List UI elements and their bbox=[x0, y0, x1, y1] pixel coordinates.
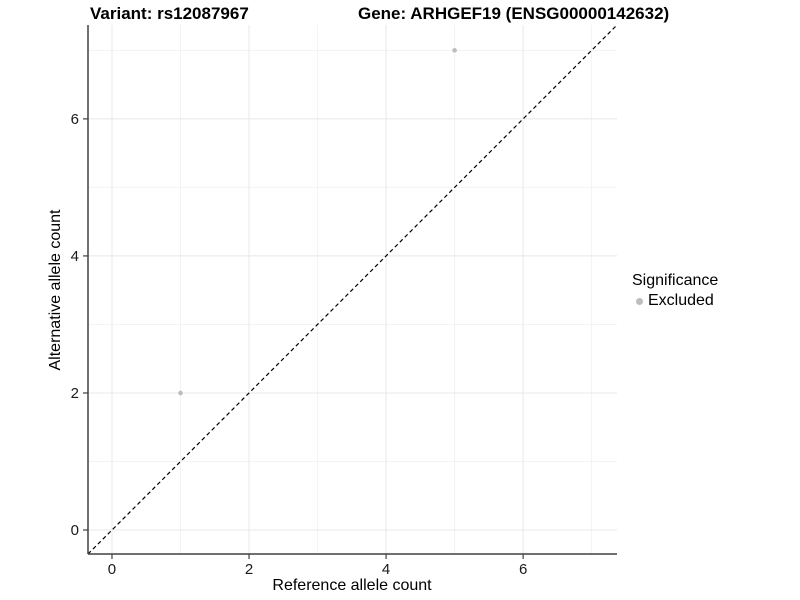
identity-dashed-line bbox=[87, 24, 618, 555]
legend-item: Excluded bbox=[632, 292, 718, 310]
y-tick-label: 4 bbox=[71, 248, 79, 265]
data-point bbox=[452, 48, 457, 53]
legend: Significance Excluded bbox=[632, 272, 718, 310]
x-tick-label: 4 bbox=[382, 561, 390, 578]
y-tick-label: 6 bbox=[71, 111, 79, 128]
variant-title: Variant: rs12087967 bbox=[90, 4, 249, 23]
x-axis-title: Reference allele count bbox=[272, 577, 432, 594]
y-axis-title: Alternative allele count bbox=[47, 209, 64, 371]
legend-title: Significance bbox=[632, 272, 719, 289]
x-tick-label: 2 bbox=[245, 561, 253, 578]
gene-title: Gene: ARHGEF19 (ENSG00000142632) bbox=[358, 4, 670, 23]
legend-item-label: Excluded bbox=[648, 292, 714, 309]
x-tick-label: 6 bbox=[519, 561, 527, 578]
data-point bbox=[178, 390, 183, 396]
y-tick-label: 2 bbox=[71, 385, 79, 402]
y-tick-label: 0 bbox=[71, 522, 79, 539]
x-tick-label: 0 bbox=[108, 561, 116, 578]
legend-point-icon bbox=[636, 297, 643, 305]
